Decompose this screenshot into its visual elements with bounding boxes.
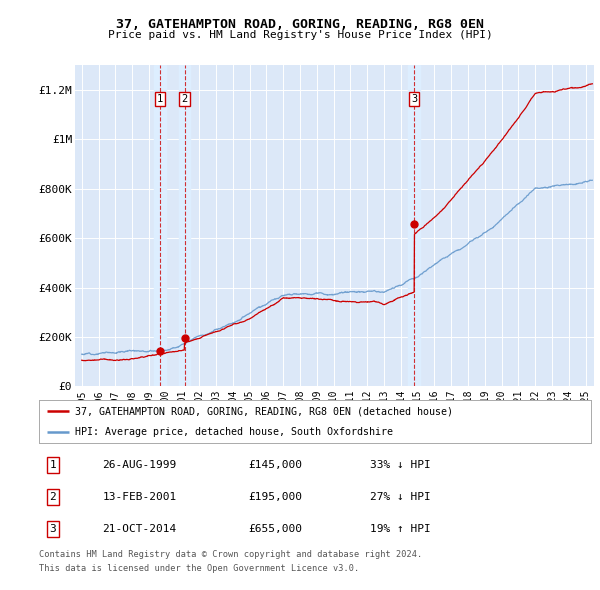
Text: 37, GATEHAMPTON ROAD, GORING, READING, RG8 0EN: 37, GATEHAMPTON ROAD, GORING, READING, R…: [116, 18, 484, 31]
Text: Contains HM Land Registry data © Crown copyright and database right 2024.: Contains HM Land Registry data © Crown c…: [39, 550, 422, 559]
Text: 2: 2: [49, 492, 56, 502]
Text: Price paid vs. HM Land Registry's House Price Index (HPI): Price paid vs. HM Land Registry's House …: [107, 30, 493, 40]
Text: 1: 1: [49, 460, 56, 470]
Text: 27% ↓ HPI: 27% ↓ HPI: [370, 492, 431, 502]
Text: 37, GATEHAMPTON ROAD, GORING, READING, RG8 0EN (detached house): 37, GATEHAMPTON ROAD, GORING, READING, R…: [75, 407, 453, 417]
Text: 26-AUG-1999: 26-AUG-1999: [103, 460, 177, 470]
Text: 1: 1: [157, 94, 163, 104]
Text: £145,000: £145,000: [249, 460, 303, 470]
Text: This data is licensed under the Open Government Licence v3.0.: This data is licensed under the Open Gov…: [39, 564, 359, 573]
Text: 13-FEB-2001: 13-FEB-2001: [103, 492, 177, 502]
Bar: [179, 65, 190, 386]
Text: HPI: Average price, detached house, South Oxfordshire: HPI: Average price, detached house, Sout…: [75, 427, 393, 437]
Bar: [409, 65, 420, 386]
Text: 19% ↑ HPI: 19% ↑ HPI: [370, 524, 431, 534]
Text: 33% ↓ HPI: 33% ↓ HPI: [370, 460, 431, 470]
Text: 3: 3: [411, 94, 418, 104]
Bar: [154, 65, 166, 386]
Text: 3: 3: [49, 524, 56, 534]
Text: 21-OCT-2014: 21-OCT-2014: [103, 524, 177, 534]
Text: £655,000: £655,000: [249, 524, 303, 534]
Text: 2: 2: [181, 94, 188, 104]
Text: £195,000: £195,000: [249, 492, 303, 502]
